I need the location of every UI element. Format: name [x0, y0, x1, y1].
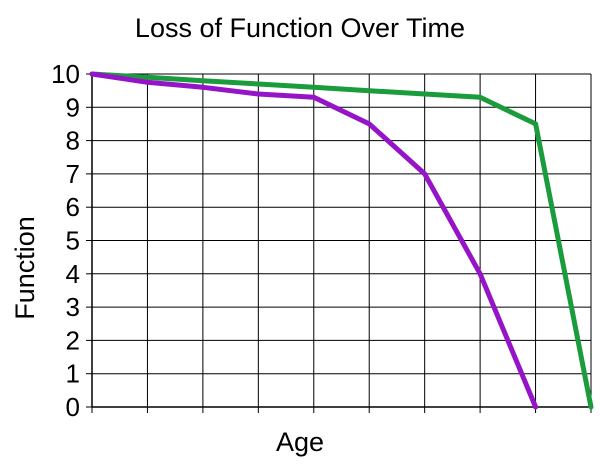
y-tick-label: 4 [66, 259, 80, 289]
series-line-2 [89, 71, 539, 410]
chart-title: Loss of Function Over Time [135, 13, 465, 43]
y-tick-label: 3 [66, 292, 80, 322]
series-lines [89, 71, 594, 410]
y-tick-label: 0 [66, 392, 80, 422]
y-tick-label: 7 [66, 159, 80, 189]
series-line-1 [89, 71, 594, 410]
y-tick-label: 5 [66, 226, 80, 256]
y-axis-label: Function [10, 216, 40, 320]
y-tick-label: 1 [66, 359, 80, 389]
y-tick-label: 6 [66, 192, 80, 222]
axes [86, 73, 592, 413]
grid [92, 73, 592, 407]
y-tick-label: 2 [66, 325, 80, 355]
y-tick-label: 10 [51, 59, 80, 89]
y-tick-label: 9 [66, 92, 80, 122]
x-axis-label: Age [276, 427, 324, 457]
y-tick-label: 8 [66, 126, 80, 156]
